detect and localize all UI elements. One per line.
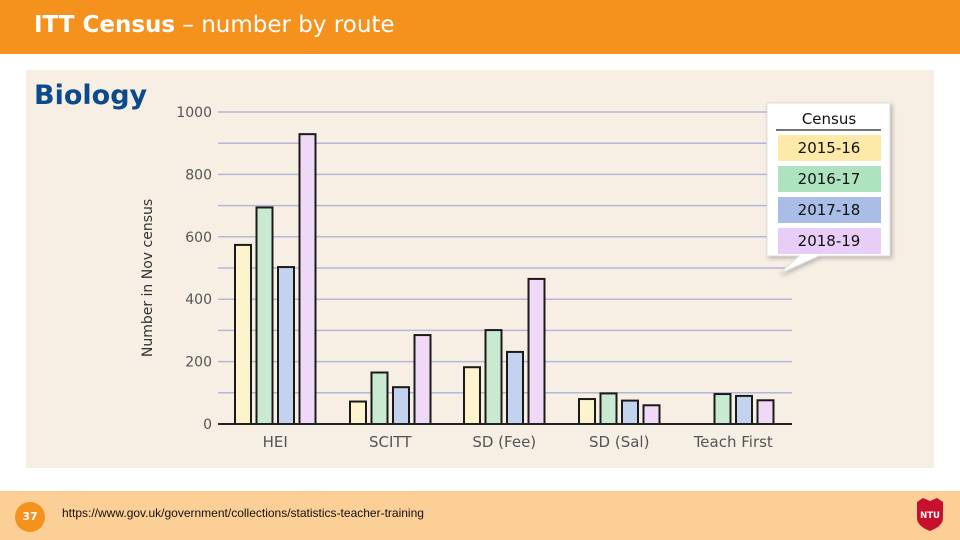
title-bar: ITT Census – number by route (0, 0, 960, 54)
bar-hei-2016-17 (255, 206, 274, 425)
legend-swatch-2018-19 (778, 228, 881, 254)
y-tick-label: 1000 (176, 105, 212, 121)
bar-teach-first-2017-18 (735, 394, 753, 426)
bar-sd-fee--2018-19 (527, 277, 546, 426)
footer-bar (0, 491, 960, 540)
x-category-label: SCITT (369, 433, 412, 451)
legend-title: Census (802, 110, 857, 128)
page-number: 37 (15, 502, 45, 532)
y-tick-label: 400 (185, 292, 212, 308)
bar-scitt-2018-19 (413, 334, 432, 425)
source-link[interactable]: https://www.gov.uk/government/collection… (62, 506, 424, 520)
y-tick-label: 200 (185, 355, 212, 371)
legend-entry-label: 2016-17 (798, 170, 861, 188)
bar-scitt-2017-18 (392, 386, 410, 425)
bar-scitt-2015-16 (349, 400, 367, 426)
bar-hei-2017-18 (277, 266, 295, 425)
bar-sd-fee--2017-18 (506, 350, 524, 426)
bar-sd-sal--2016-17 (599, 392, 618, 426)
bar-scitt-2016-17 (370, 371, 389, 425)
bar-sd-sal--2017-18 (621, 399, 639, 426)
slide-title: ITT Census – number by route (34, 12, 395, 38)
x-category-label: HEI (263, 433, 288, 451)
slide-title-rest: – number by route (175, 12, 395, 38)
y-tick-label: 800 (185, 167, 212, 183)
bar-hei-2018-19 (298, 133, 317, 425)
legend-entry-label: 2018-19 (798, 232, 861, 250)
y-tick-label: 0 (203, 417, 212, 433)
ntu-logo: NTU (917, 498, 943, 531)
legend-swatch-2016-17 (778, 166, 881, 192)
x-category-label: Teach First (693, 433, 773, 451)
bar-sd-fee--2016-17 (484, 329, 503, 426)
bar-sd-fee--2015-16 (463, 366, 481, 426)
legend-entry-label: 2017-18 (798, 201, 861, 219)
bar-teach-first-2016-17 (713, 393, 732, 426)
legend-swatch-2017-18 (778, 197, 881, 223)
bar-sd-sal--2018-19 (642, 404, 661, 425)
legend-swatch-2015-16 (778, 135, 881, 161)
bar-sd-sal--2015-16 (578, 398, 596, 426)
bar-hei-2015-16 (234, 243, 252, 425)
y-axis-title: Number in Nov census (140, 199, 156, 357)
logo-text: NTU (920, 511, 940, 521)
x-category-label: SD (Sal) (589, 433, 649, 451)
subject-label: Biology (34, 80, 148, 111)
slide-title-bold: ITT Census (34, 12, 176, 38)
bar-teach-first-2018-19 (756, 399, 775, 425)
y-tick-label: 600 (185, 230, 212, 246)
legend-entry-label: 2015-16 (798, 139, 861, 157)
x-category-label: SD (Fee) (472, 433, 536, 451)
